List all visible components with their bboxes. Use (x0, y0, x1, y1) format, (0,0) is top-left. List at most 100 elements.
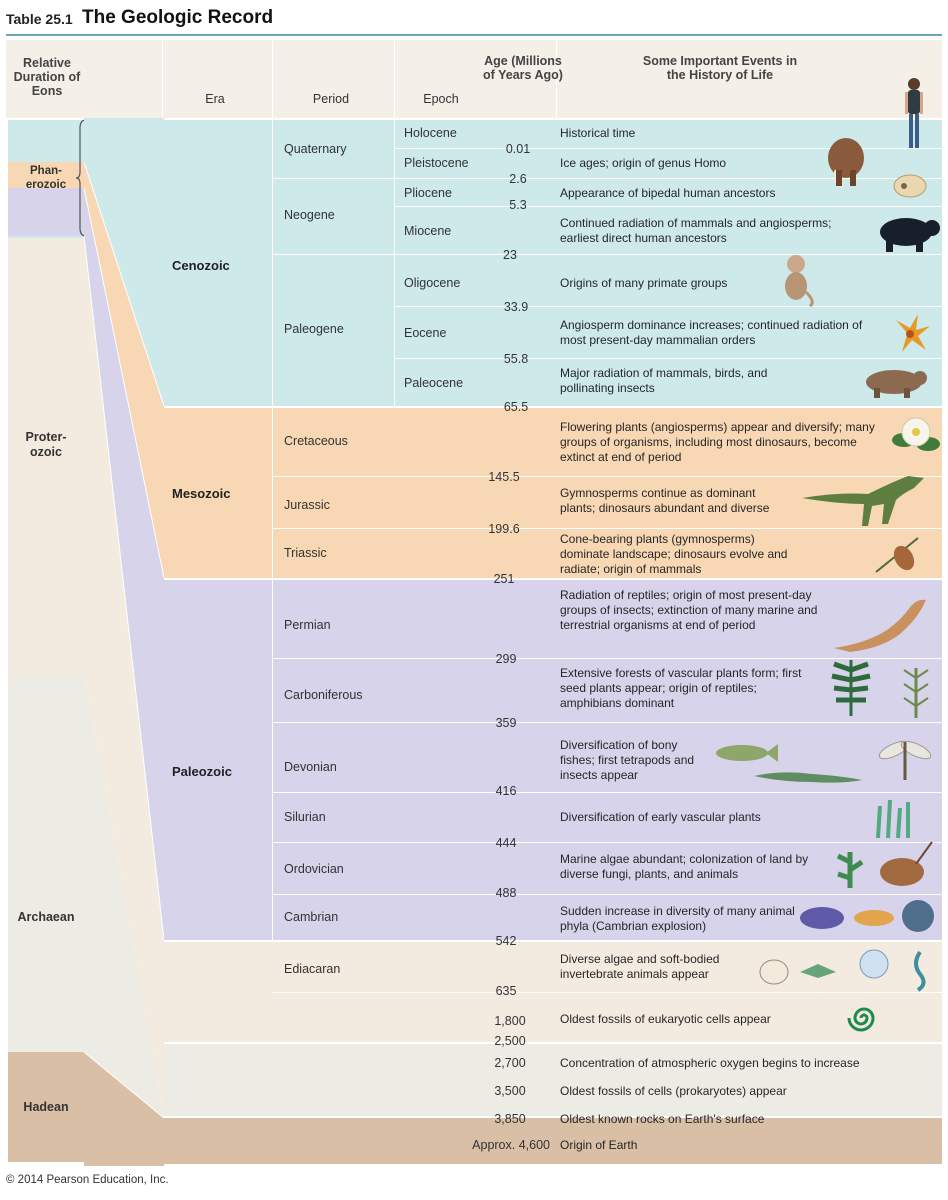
period-silurian: Silurian (284, 810, 326, 824)
period-cambrian: Cambrian (284, 910, 339, 924)
event-text: Oldest fossils of cells (prokaryotes) ap… (560, 1084, 787, 1098)
age-label: 55.8 (503, 352, 529, 366)
fern-icon (831, 660, 871, 716)
event-text: Marine algae abundant; colonization of l… (560, 852, 809, 881)
event-text: Diverse algae and soft-bodied invertebra… (560, 952, 720, 981)
period-carboniferous: Carboniferous (284, 688, 363, 702)
era-mesozoic: Mesozoic (172, 486, 231, 501)
tetrapod-icon (754, 772, 862, 783)
event-text: Oldest known rocks on Earth's surface (560, 1112, 765, 1126)
header-divider-4 (556, 40, 557, 118)
event-text: Origins of many primate groups (560, 276, 728, 290)
age-label: Approx. 4,600 (472, 1138, 550, 1152)
table-title-bar: Table 25.1 The Geologic Record (4, 4, 944, 34)
nautiloid-icon (880, 841, 933, 886)
phanerozoic-bracket (75, 119, 87, 237)
dragonfly-icon (878, 740, 932, 780)
event-text: Angiosperm dominance increases; continue… (560, 318, 863, 347)
event-text: Origin of Earth (560, 1138, 638, 1152)
sep-row (272, 178, 942, 179)
epoch-oligocene: Oligocene (404, 276, 461, 290)
sep-row (272, 894, 942, 895)
epoch-paleocene: Paleocene (404, 376, 464, 390)
band-hadean (164, 1118, 942, 1164)
band-archaean (164, 1044, 942, 1116)
human-figure-icon (905, 78, 923, 148)
copyright-footer: © 2014 Pearson Education, Inc. (6, 1174, 169, 1186)
reptile-icon (834, 599, 926, 652)
event-text: Flowering plants (angiosperms) appear an… (560, 420, 875, 464)
age-label: 5.3 (509, 198, 527, 212)
header-divider-3 (394, 40, 395, 118)
header-eons: Relative Duration of Eons (13, 56, 81, 98)
age-label: 199.6 (488, 522, 520, 536)
epoch-pliocene: Pliocene (404, 186, 452, 200)
header-era: Era (205, 92, 225, 106)
period-paleogene: Paleogene (284, 322, 344, 336)
eukaryote-spiral-icon (847, 1007, 875, 1032)
header-events: Some Important Events in the History of … (642, 54, 798, 82)
eon-bar-proterozoic (8, 238, 84, 676)
age-label: 1,800 (494, 1014, 526, 1028)
eon-label-archaean: Archaean (17, 910, 75, 924)
epoch-pleistocene: Pleistocene (404, 156, 469, 170)
dinosaur-icon (802, 476, 924, 526)
conifer-icon (875, 537, 919, 573)
vascular-plant-icon (876, 799, 910, 839)
age-label: 0.01 (505, 142, 531, 156)
sep-row (272, 658, 942, 659)
header-epoch: Epoch (423, 92, 459, 106)
sep-row (272, 476, 942, 477)
event-text: Ice ages; origin of genus Homo (560, 156, 727, 170)
eon-bar-archaean (8, 676, 84, 1052)
sep-row (272, 254, 942, 255)
cambrian-animals-icon (800, 900, 934, 932)
eon-bar-hadean (8, 1052, 84, 1162)
band-mesozoic (164, 408, 942, 578)
eon-bar-phanerozoic-purple (8, 188, 84, 236)
age-label: 65.5 (503, 400, 529, 414)
event-text: Oldest fossils of eukaryotic cells appea… (560, 1012, 771, 1026)
horsetail-icon (903, 668, 929, 718)
table-title: The Geologic Record (82, 7, 274, 28)
sep-row (272, 842, 942, 843)
fish-icon (716, 744, 778, 762)
period-permian: Permian (284, 618, 331, 632)
eon-connector (84, 118, 164, 1166)
period-cretaceous: Cretaceous (284, 434, 348, 448)
age-label: 488 (495, 886, 517, 900)
age-label: 542 (495, 934, 517, 948)
period-quaternary: Quaternary (284, 142, 347, 156)
age-label: 416 (495, 784, 517, 798)
col-sep-epoch (394, 120, 395, 406)
band-paleozoic (164, 580, 942, 940)
age-label: 444 (495, 836, 517, 850)
sep-row (272, 528, 942, 529)
sep-row (394, 358, 942, 359)
era-cenozoic: Cenozoic (172, 258, 230, 273)
period-neogene: Neogene (284, 208, 335, 222)
header-period: Period (312, 92, 350, 106)
event-text: Continued radiation of mammals and angio… (560, 216, 832, 245)
eon-label-proterozoic: Proter- ozoic (25, 430, 67, 459)
age-label: 635 (495, 984, 517, 998)
age-label: 145.5 (488, 470, 520, 484)
sep-row (272, 792, 942, 793)
event-text: Cone-bearing plants (gymnosperms) domina… (560, 532, 788, 576)
event-text: Concentration of atmospheric oxygen begi… (560, 1056, 860, 1070)
event-text: Extensive forests of vascular plants for… (560, 666, 802, 710)
event-text: Radiation of reptiles; origin of most pr… (560, 588, 818, 632)
epoch-holocene: Holocene (404, 126, 457, 140)
mammoth-icon (828, 138, 864, 188)
event-text: Historical time (560, 126, 636, 140)
header-age: Age (Millions of Years Ago) (483, 54, 563, 82)
event-text: Diversification of bony fishes; first te… (560, 738, 695, 782)
eon-label-hadean: Hadean (23, 1100, 69, 1114)
period-ordovician: Ordovician (284, 862, 344, 876)
mammal-icon (866, 370, 927, 398)
event-text: Diversification of early vascular plants (560, 810, 761, 824)
header-divider-1 (162, 40, 163, 118)
col-sep-era (272, 120, 273, 942)
event-text: Gymnosperms continue as dominant plants;… (560, 486, 770, 515)
flower-icon (896, 314, 930, 352)
